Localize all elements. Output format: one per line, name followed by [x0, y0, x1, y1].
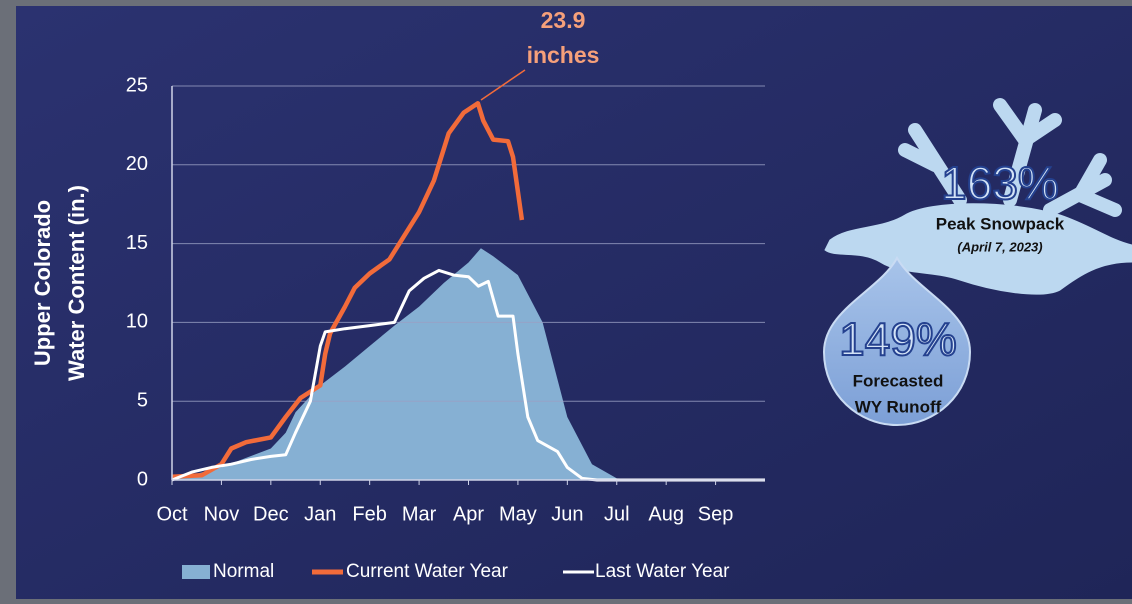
legend-swatch — [182, 565, 210, 579]
x-tick-label: Feb — [352, 503, 386, 525]
series-line — [171, 101, 525, 480]
legend-label: Last Water Year — [595, 561, 730, 582]
legend-label: Current Water Year — [346, 561, 509, 582]
x-tick-label: Jun — [551, 503, 583, 525]
callout-note: (April 7, 2023) — [957, 239, 1042, 254]
x-tick-label: May — [499, 503, 537, 525]
water-drop — [822, 255, 972, 427]
normal-area — [172, 248, 765, 480]
legend-label: Normal — [213, 561, 274, 582]
annotation: inches — [527, 42, 600, 68]
y-tick-label: 25 — [126, 74, 148, 96]
callout-label: Forecasted — [853, 371, 944, 390]
annotation-leader — [480, 69, 526, 101]
x-tick-label: Sep — [698, 503, 734, 525]
x-tick-label: Nov — [204, 503, 240, 525]
y-axis-label: Water Content (in.) — [64, 185, 89, 381]
callout-value: 163% — [941, 157, 1059, 209]
background — [16, 6, 1132, 599]
x-tick-label: Jan — [304, 503, 336, 525]
callout-value: 149% — [839, 313, 957, 365]
y-tick-label: 10 — [126, 311, 148, 333]
y-tick-label: 0 — [137, 468, 148, 490]
x-tick-label: Dec — [253, 503, 289, 525]
callout-note: WY Runoff — [855, 397, 942, 416]
x-tick-label: Apr — [453, 503, 484, 525]
y-tick-label: 5 — [137, 389, 148, 411]
x-tick-label: Jul — [604, 503, 630, 525]
x-tick-label: Oct — [156, 503, 188, 525]
y-axis-label: Upper Colorado — [30, 200, 55, 366]
callout-label: Peak Snowpack — [936, 214, 1065, 233]
y-tick-label: 20 — [126, 153, 148, 175]
series-line — [171, 268, 765, 482]
x-tick-label: Mar — [402, 503, 437, 525]
x-tick-label: Aug — [648, 503, 684, 525]
y-tick-label: 15 — [126, 232, 148, 254]
annotation: 23.9 — [541, 7, 586, 33]
